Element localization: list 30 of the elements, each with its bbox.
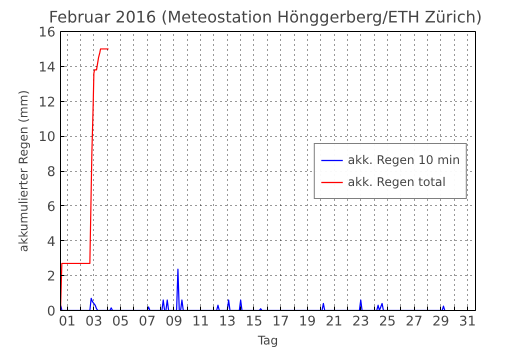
y-tick-label: 14: [38, 60, 56, 76]
legend-label: akk. Regen total: [348, 174, 446, 188]
y-tick-label: 6: [47, 200, 56, 215]
x-tick-label: 03: [85, 314, 102, 330]
y-tick-label: 2: [47, 270, 56, 285]
x-tick-label: 21: [326, 314, 343, 330]
y-tick-label: 12: [38, 95, 56, 110]
x-tick-label: 15: [246, 314, 262, 330]
x-tick-label: 31: [459, 314, 476, 330]
x-tick-label: 17: [272, 314, 290, 330]
y-tick-label: 10: [38, 130, 56, 146]
x-tick-label: 13: [218, 314, 236, 330]
legend-label: akk. Regen 10 min: [348, 152, 460, 166]
x-axis-title: Tag: [256, 334, 278, 348]
y-tick-label: 4: [47, 234, 56, 250]
x-tick-label: 27: [406, 314, 423, 330]
chart-title: Februar 2016 (Meteostation Hönggerberg/ETH Zürich): [48, 8, 482, 26]
x-tick-label: 29: [432, 314, 450, 330]
y-tick-label: 0: [47, 304, 56, 320]
x-tick-label: 11: [192, 314, 210, 330]
x-tick-label: 25: [378, 314, 396, 330]
y-tick-label: 16: [38, 26, 56, 40]
x-tick-label: 09: [165, 314, 182, 330]
x-tick-label: 01: [58, 314, 76, 330]
x-tick-label: 19: [298, 314, 316, 330]
y-axis-title: akkumulierter Regen (mm): [16, 90, 31, 252]
x-tick-label: 05: [112, 314, 130, 330]
x-tick-label: 23: [352, 314, 370, 330]
x-tick-label: 07: [138, 314, 156, 330]
y-tick-label: 8: [47, 165, 56, 180]
